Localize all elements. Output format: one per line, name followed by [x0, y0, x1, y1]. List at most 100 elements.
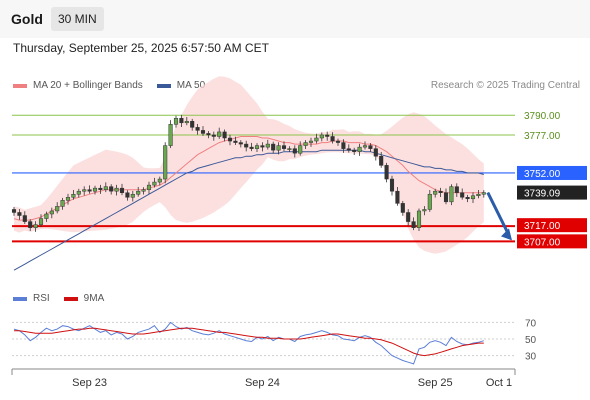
candle-33 [190, 118, 195, 131]
candle-40 [227, 134, 233, 146]
level-label-1: 3777.00 [524, 131, 561, 142]
candle-47 [265, 139, 270, 150]
rsi-legend: RSI 9MA [13, 293, 118, 304]
x-tick-label-2: Sep 25 [418, 377, 453, 389]
x-tick-label-1: Sep 24 [245, 377, 280, 389]
candle-body-69 [384, 165, 389, 180]
candle-body-75 [416, 210, 422, 228]
ma20-line [13, 136, 484, 221]
candle-4 [33, 221, 38, 232]
candle-22 [130, 190, 135, 202]
candle-23 [136, 186, 141, 197]
price-levels [12, 114, 515, 243]
candle-74 [411, 217, 416, 231]
legend-ma20: MA 20 + Bollinger Bands [13, 80, 143, 91]
candle-body-30 [173, 117, 179, 125]
candle-body-3 [28, 221, 33, 228]
legend-9ma-swatch [63, 296, 78, 301]
candle-body-52 [292, 148, 297, 154]
candle-body-48 [271, 143, 276, 151]
candle-body-83 [460, 192, 465, 198]
candle-body-27 [157, 178, 162, 183]
candle-body-53 [298, 145, 303, 154]
copyright-text: Research © 2025 Trading Central [430, 80, 580, 91]
candle-37 [211, 131, 216, 141]
candle-43 [244, 140, 249, 152]
candle-57 [319, 132, 324, 142]
candle-31 [179, 114, 184, 128]
candle-29 [168, 120, 173, 149]
level-tag-4 [517, 218, 587, 233]
candle-24 [141, 187, 146, 195]
candle-87 [481, 190, 486, 198]
candle-10 [65, 193, 71, 205]
candle-49 [276, 142, 281, 155]
candle-body-66 [368, 145, 373, 149]
x-tick-label-0: Sep 23 [72, 377, 107, 389]
candle-30 [173, 115, 179, 128]
candle-body-81 [449, 186, 454, 203]
rsi-tick-1: 50 [525, 335, 537, 346]
candle-body-50 [281, 145, 287, 149]
legend-ma50-swatch [156, 83, 171, 88]
candle-body-41 [233, 140, 238, 143]
legend-rsi-label: RSI [33, 293, 50, 304]
candle-body-14 [87, 189, 92, 192]
level-label-3: 3739.09 [524, 189, 561, 200]
candle-body-42 [238, 142, 243, 145]
candle-body-11 [71, 193, 76, 198]
candle-20 [119, 183, 125, 196]
chart-datetime: Thursday, September 25, 2025 6:57:50 AM … [13, 41, 269, 55]
candle-body-86 [476, 193, 481, 197]
candle-body-15 [92, 187, 98, 192]
candle-2 [22, 211, 27, 225]
candle-body-84 [465, 197, 470, 200]
forecast-arrow [486, 191, 512, 241]
candle-48 [271, 141, 276, 154]
rsi-ma-line [14, 327, 484, 357]
x-axis: Sep 23 Sep 24 Sep 25 Oct 1 [11, 368, 516, 389]
candle-body-63 [352, 149, 357, 152]
candle-body-28 [163, 145, 168, 180]
candle-45 [254, 143, 260, 152]
candle-body-0 [11, 209, 17, 213]
candle-18 [109, 184, 114, 195]
candle-body-77 [427, 193, 432, 210]
candle-64 [357, 143, 362, 156]
candle-51 [287, 146, 292, 152]
candle-body-21 [125, 192, 130, 198]
candle-body-19 [114, 187, 119, 192]
candle-body-35 [200, 130, 206, 134]
candle-73 [406, 209, 411, 226]
moving-averages [13, 136, 484, 271]
candle-body-70 [389, 178, 395, 192]
candle-body-43 [244, 143, 249, 148]
candle-14 [87, 185, 92, 194]
candle-53 [298, 141, 303, 156]
level-label-4: 3717.00 [524, 221, 561, 232]
candle-body-62 [346, 148, 351, 151]
candle-52 [292, 145, 297, 158]
bollinger-band-area [14, 76, 484, 254]
candle-body-58 [325, 134, 330, 137]
candle-body-13 [82, 189, 87, 192]
x-tick-label-3: Oct 1 [486, 377, 512, 389]
candle-54 [303, 140, 308, 149]
candle-body-87 [481, 192, 486, 195]
candle-body-32 [184, 121, 189, 124]
legend-ma50: MA 50 [156, 80, 206, 91]
legend-ma20-swatch [13, 83, 27, 88]
level-label-5: 3707.00 [524, 237, 561, 248]
candle-body-44 [249, 146, 254, 149]
candle-body-71 [395, 190, 400, 204]
interval-badge[interactable]: 30 MIN [51, 7, 104, 31]
legend-ma50-label: MA 50 [176, 80, 206, 91]
candle-81 [449, 184, 454, 206]
level-tag-5 [517, 234, 587, 249]
candle-5 [38, 214, 44, 228]
candle-27 [157, 176, 162, 186]
candle-body-54 [303, 142, 308, 146]
legend-rsi-swatch [13, 296, 27, 301]
candle-86 [476, 189, 481, 199]
